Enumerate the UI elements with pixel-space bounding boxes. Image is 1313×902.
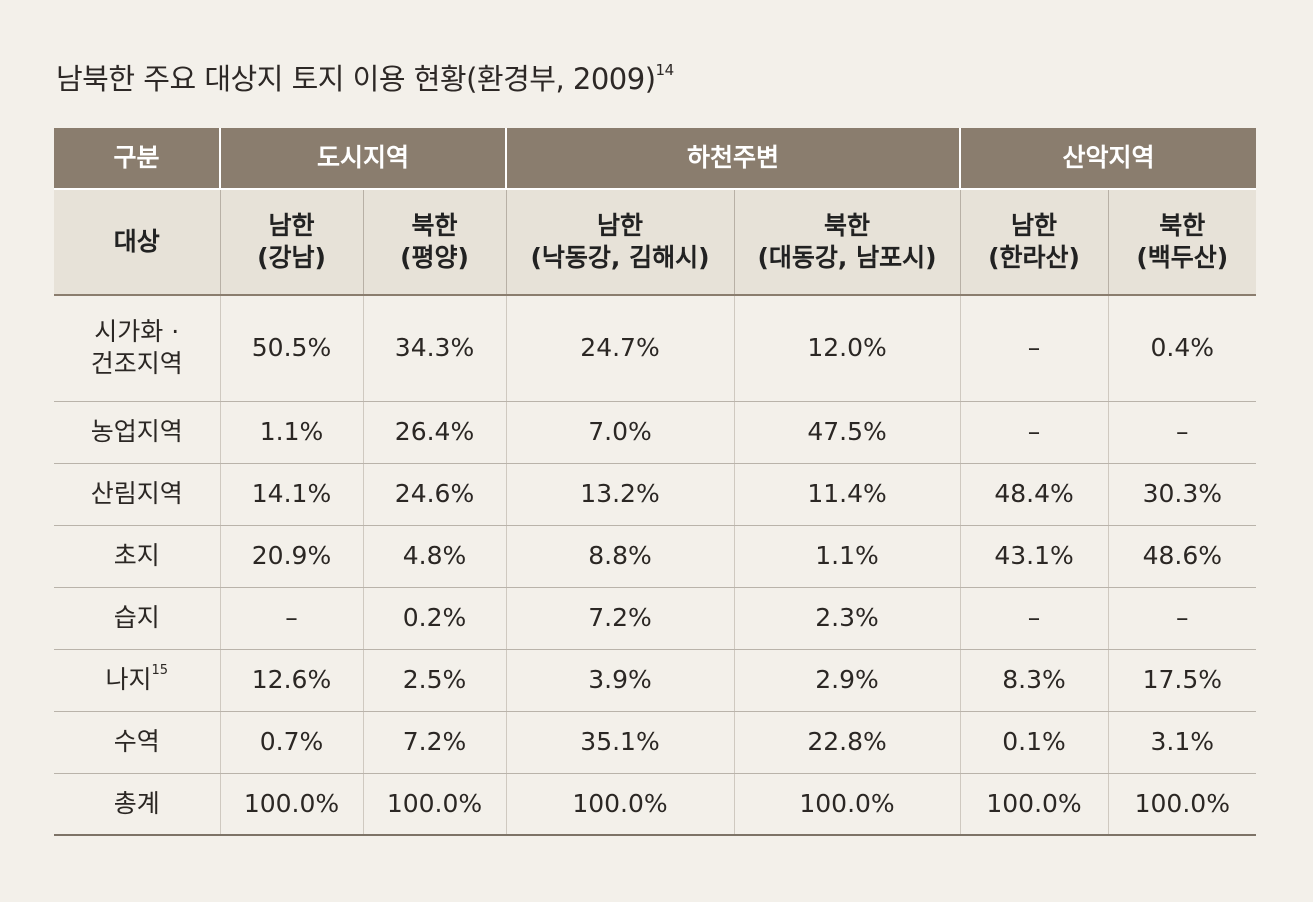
table-cell: 30.3%	[1107, 463, 1257, 526]
row-label: 시가화 · 건조지역	[54, 295, 220, 402]
row-label: 총계	[54, 773, 220, 836]
table-row: 시가화 · 건조지역 50.5% 34.3% 24.7% 12.0% – 0.4%	[54, 295, 1257, 402]
table-cell: 48.4%	[959, 463, 1109, 526]
table-cell: 13.2%	[505, 463, 735, 526]
table-cell: –	[1107, 587, 1257, 650]
table-row: 총계 100.0% 100.0% 100.0% 100.0% 100.0% 10…	[54, 773, 1257, 836]
caption-text: 남북한 주요 대상지 토지 이용 현황(환경부, 2009)	[56, 62, 656, 96]
target-place: (평양)	[400, 243, 469, 272]
row-label: 수역	[54, 711, 220, 774]
header-target-label: 대상	[54, 189, 220, 296]
table-cell: 2.5%	[362, 649, 507, 712]
table-cell: 1.1%	[219, 401, 363, 464]
header-target-cell: 남한 (낙동강, 김해시)	[505, 189, 735, 296]
row-label: 습지	[54, 587, 220, 650]
table-cell: 20.9%	[219, 525, 363, 588]
table-cell: 8.3%	[959, 649, 1109, 712]
target-place: (백두산)	[1136, 243, 1229, 272]
table-cell: 100.0%	[362, 773, 507, 836]
table-cell: 0.1%	[959, 711, 1109, 774]
table-cell: 8.8%	[505, 525, 735, 588]
row-label: 나지15	[54, 649, 220, 712]
target-name: 북한	[1159, 210, 1206, 240]
table-cell: 43.1%	[959, 525, 1109, 588]
table-cell: 4.8%	[362, 525, 507, 588]
target-name: 남한	[268, 210, 315, 240]
table-cell: 3.1%	[1107, 711, 1257, 774]
target-name: 북한	[824, 210, 871, 240]
table-cell: 35.1%	[505, 711, 735, 774]
table-caption: 남북한 주요 대상지 토지 이용 현황(환경부, 2009)14	[56, 56, 674, 98]
table-cell: 50.5%	[219, 295, 363, 402]
header-group-urban: 도시지역	[218, 128, 507, 190]
table-row: 초지 20.9% 4.8% 8.8% 1.1% 43.1% 48.6%	[54, 525, 1257, 588]
table-cell: –	[959, 401, 1109, 464]
table-cell: 100.0%	[219, 773, 363, 836]
land-use-table: 구분 도시지역 하천주변 산악지역 대상 남한 (강남) 북한 (평양) 남한 (낙동…	[54, 128, 1257, 836]
table-cell: 22.8%	[733, 711, 961, 774]
target-place: (낙동강, 김해시)	[530, 243, 710, 272]
table-row: 농업지역 1.1% 26.4% 7.0% 47.5% – –	[54, 401, 1257, 464]
table-cell: 14.1%	[219, 463, 363, 526]
table-row: 나지15 12.6% 2.5% 3.9% 2.9% 8.3% 17.5%	[54, 649, 1257, 712]
target-place: (강남)	[257, 243, 326, 272]
table-cell: –	[1107, 401, 1257, 464]
table-cell: 48.6%	[1107, 525, 1257, 588]
footnote-ref: 15	[151, 663, 169, 679]
table-cell: –	[959, 587, 1109, 650]
table-cell: 26.4%	[362, 401, 507, 464]
target-place: (대동강, 남포시)	[757, 243, 937, 272]
table-cell: 100.0%	[733, 773, 961, 836]
table-cell: 100.0%	[505, 773, 735, 836]
target-place: (한라산)	[988, 243, 1080, 272]
header-group-river: 하천주변	[505, 128, 961, 190]
target-name: 북한	[411, 210, 458, 240]
table-cell: 34.3%	[362, 295, 507, 402]
table-cell: 7.2%	[505, 587, 735, 650]
table-cell: 47.5%	[733, 401, 961, 464]
table-cell: 7.0%	[505, 401, 735, 464]
target-name: 남한	[597, 210, 644, 240]
table-row: 습지 – 0.2% 7.2% 2.3% – –	[54, 587, 1257, 650]
table-cell: 0.2%	[362, 587, 507, 650]
header-row-targets: 대상 남한 (강남) 북한 (평양) 남한 (낙동강, 김해시) 북한 (대동강, 남포…	[54, 189, 1257, 296]
table-cell: 24.7%	[505, 295, 735, 402]
table-row: 수역 0.7% 7.2% 35.1% 22.8% 0.1% 3.1%	[54, 711, 1257, 774]
row-label: 산림지역	[54, 463, 220, 526]
header-target-cell: 북한 (백두산)	[1107, 189, 1257, 296]
table-cell: 2.9%	[733, 649, 961, 712]
header-group-mountain: 산악지역	[959, 128, 1257, 190]
table-row: 산림지역 14.1% 24.6% 13.2% 11.4% 48.4% 30.3%	[54, 463, 1257, 526]
table-cell: 24.6%	[362, 463, 507, 526]
table-cell: 100.0%	[959, 773, 1109, 836]
header-target-cell: 북한 (평양)	[362, 189, 507, 296]
row-label: 초지	[54, 525, 220, 588]
table-cell: 0.7%	[219, 711, 363, 774]
header-target-cell: 남한 (한라산)	[959, 189, 1109, 296]
table-cell: 1.1%	[733, 525, 961, 588]
table-cell: 100.0%	[1107, 773, 1257, 836]
table-cell: 12.0%	[733, 295, 961, 402]
table-cell: 17.5%	[1107, 649, 1257, 712]
table-cell: 3.9%	[505, 649, 735, 712]
table-cell: –	[219, 587, 363, 650]
table-cell: 12.6%	[219, 649, 363, 712]
table-cell: 0.4%	[1107, 295, 1257, 402]
header-target-cell: 남한 (강남)	[219, 189, 363, 296]
table-cell: 11.4%	[733, 463, 961, 526]
header-row-groups: 구분 도시지역 하천주변 산악지역	[54, 128, 1257, 190]
caption-footnote-ref: 14	[655, 61, 675, 80]
header-group-label: 구분	[54, 128, 220, 190]
table-cell: 2.3%	[733, 587, 961, 650]
target-name: 남한	[1011, 210, 1058, 240]
header-target-cell: 북한 (대동강, 남포시)	[733, 189, 961, 296]
row-label: 농업지역	[54, 401, 220, 464]
table-cell: –	[959, 295, 1109, 402]
table-cell: 7.2%	[362, 711, 507, 774]
